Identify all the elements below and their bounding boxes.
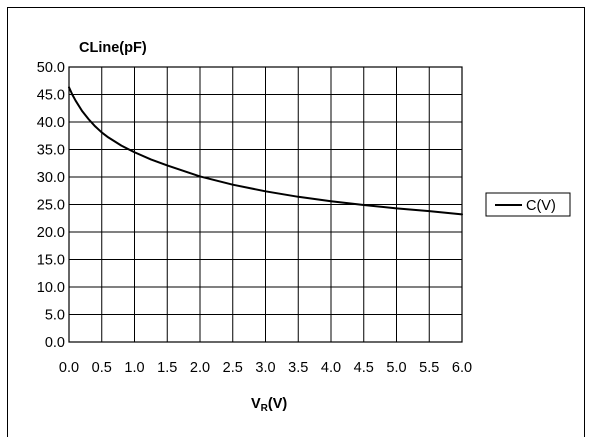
series-layer bbox=[68, 86, 463, 216]
y-tick-label: 45.0 bbox=[37, 88, 65, 104]
legend-box bbox=[485, 192, 571, 217]
y-tick-label: 50.0 bbox=[37, 60, 65, 76]
y-axis-tick-labels: 0.0 5.0 10.0 15.0 20.0 25.0 30.0 35.0 40.0 45.0 50… bbox=[37, 60, 65, 351]
x-tick-label: 3.0 bbox=[255, 360, 275, 376]
x-axis-title-unit: (V) bbox=[268, 396, 288, 412]
x-tick-label: 4.5 bbox=[354, 360, 374, 376]
y-tick-label: 20.0 bbox=[37, 225, 65, 241]
y-tick-label: 35.0 bbox=[37, 143, 65, 159]
x-tick-label: 3.5 bbox=[288, 360, 308, 376]
x-tick-label: 2.0 bbox=[190, 360, 210, 376]
y-tick-label: 40.0 bbox=[37, 115, 65, 131]
x-axis-title-subscript: R bbox=[261, 403, 269, 414]
y-axis-title: CLine(pF) bbox=[79, 40, 147, 56]
y-tick-label: 25.0 bbox=[37, 198, 65, 214]
line-chart: 0.0 5.0 10.0 15.0 20.0 25.0 30.0 35.0 40.0 45.0 50… bbox=[37, 40, 571, 414]
x-tick-label: 0.5 bbox=[92, 360, 112, 376]
x-axis-title: VR(V) bbox=[251, 396, 287, 414]
y-tick-label: 0.0 bbox=[45, 335, 65, 351]
plot-area-border bbox=[68, 66, 463, 343]
chart-frame bbox=[7, 7, 585, 437]
y-tick-label: 30.0 bbox=[37, 170, 65, 186]
x-tick-label: 2.5 bbox=[223, 360, 243, 376]
x-tick-label: 1.0 bbox=[124, 360, 144, 376]
x-axis-tick-labels: 0.0 0.5 1.0 1.5 2.0 2.5 3.0 3.5 4.0 4.5 5.0 5.5 6.0 bbox=[59, 360, 472, 376]
legend: C(V) bbox=[485, 192, 571, 217]
x-axis-title-main: V bbox=[251, 396, 261, 412]
legend-label: C(V) bbox=[526, 198, 556, 214]
x-tick-label: 0.0 bbox=[59, 360, 79, 376]
x-tick-label: 5.5 bbox=[419, 360, 439, 376]
y-tick-label: 10.0 bbox=[37, 280, 65, 296]
x-tick-label: 1.5 bbox=[157, 360, 177, 376]
series-line-1 bbox=[68, 86, 463, 216]
grid bbox=[69, 67, 462, 342]
x-tick-label: 4.0 bbox=[321, 360, 341, 376]
y-tick-label: 15.0 bbox=[37, 253, 65, 269]
x-tick-label: 6.0 bbox=[452, 360, 472, 376]
y-tick-label: 5.0 bbox=[45, 308, 65, 324]
x-tick-label: 5.0 bbox=[386, 360, 406, 376]
